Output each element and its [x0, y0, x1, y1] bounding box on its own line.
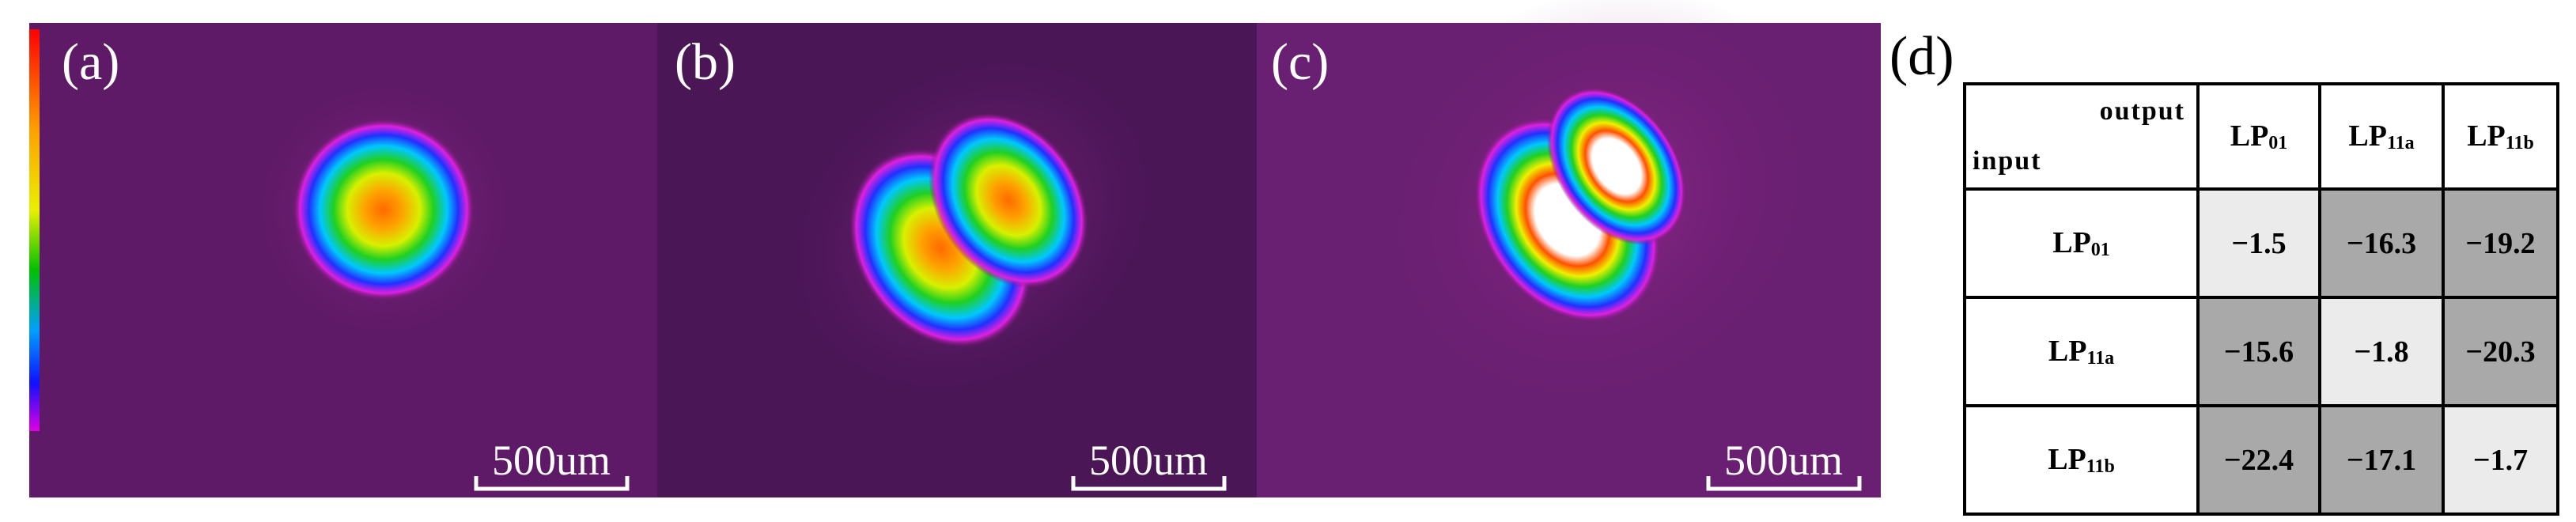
- mode-index: 11a: [2386, 133, 2415, 153]
- corner-label: input: [1973, 146, 2042, 176]
- mode-index: 11a: [2086, 348, 2115, 369]
- cell: −1.8: [2318, 296, 2445, 407]
- cell: −1.5: [2196, 187, 2321, 299]
- scale-bar: [474, 476, 630, 491]
- beam: [293, 119, 475, 301]
- mode-name: LP: [2348, 119, 2387, 153]
- colorbar: [29, 29, 40, 431]
- cell: LP11b: [1963, 404, 2200, 516]
- mode-index: 11b: [2505, 133, 2534, 153]
- cell: −1.7: [2442, 404, 2559, 516]
- table: output input LP01 LP11a LP11b LP01 −1.5 −16.3 −1…: [1963, 82, 2559, 516]
- panel-label: (c): [1271, 33, 1329, 91]
- mode-name: LP: [2048, 335, 2087, 368]
- scale-bar: [1071, 476, 1227, 491]
- cell: −19.2: [2442, 187, 2559, 299]
- cell: −15.6: [2196, 296, 2321, 407]
- scale-bar: [1706, 476, 1862, 491]
- mode-index: 01: [2268, 133, 2288, 153]
- cell: −16.3: [2318, 187, 2445, 299]
- mode-index: 01: [2090, 240, 2110, 260]
- beam-b: [787, 53, 1159, 398]
- mode-index: 11b: [2086, 456, 2115, 477]
- cell: LP11a: [1963, 296, 2200, 407]
- mode-name: LP: [2230, 119, 2269, 153]
- mode-name: LP: [2048, 443, 2086, 476]
- mode-name: LP: [2467, 119, 2506, 153]
- corner-label: output: [2099, 96, 2185, 126]
- scale-bar-label: 500um: [1089, 437, 1208, 484]
- panel-label: (b): [675, 33, 736, 91]
- cell: −17.1: [2318, 404, 2445, 516]
- cell: LP01: [1963, 187, 2200, 299]
- cell: LP01: [2196, 82, 2321, 191]
- beam-c: [1371, 0, 1826, 420]
- cell: LP11a: [2318, 82, 2445, 191]
- cell: −20.3: [2442, 296, 2559, 407]
- cell: −22.4: [2196, 404, 2321, 516]
- cell: output input: [1963, 82, 2200, 191]
- cell: LP11b: [2442, 82, 2559, 191]
- scale-bar-label: 500um: [492, 437, 611, 484]
- panel-label: (d): [1889, 26, 1954, 87]
- scale-bar-label: 500um: [1724, 437, 1843, 484]
- mode-name: LP: [2052, 226, 2091, 259]
- panel-label: (a): [62, 33, 119, 91]
